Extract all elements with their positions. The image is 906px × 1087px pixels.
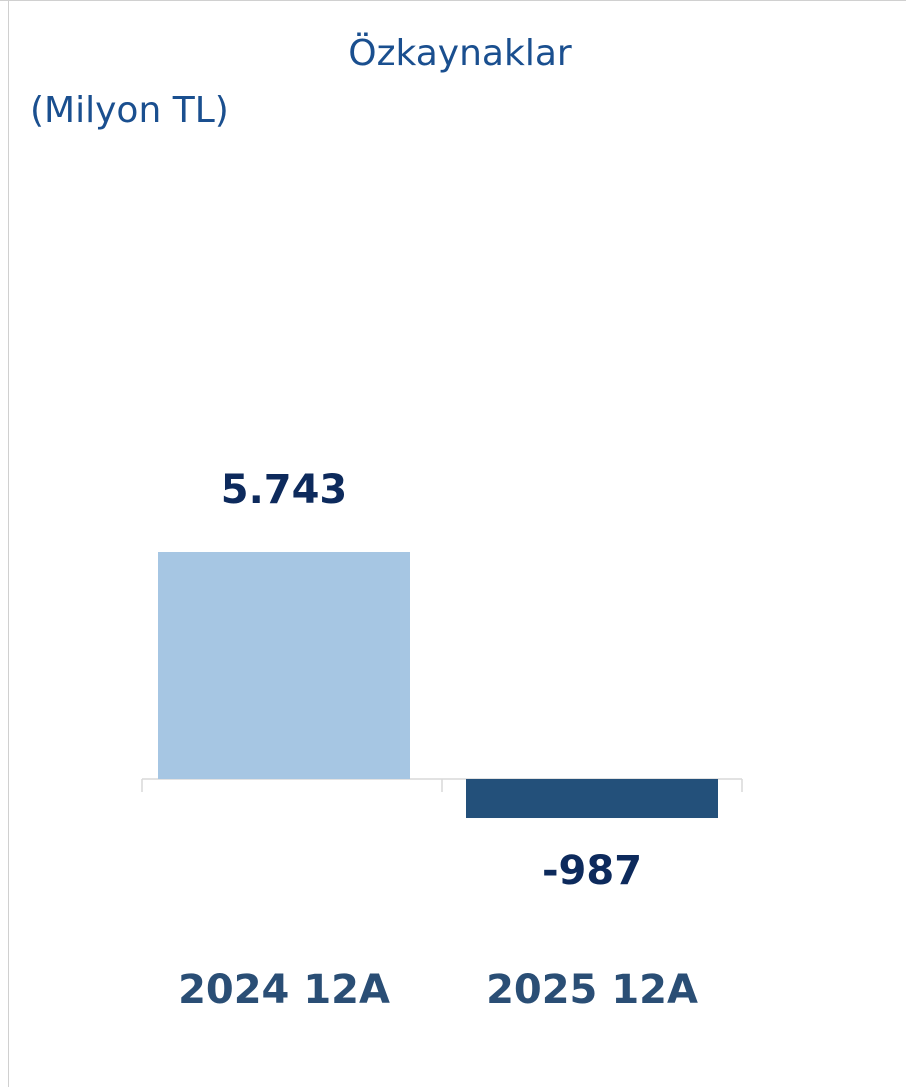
value-label: 5.743 bbox=[221, 467, 348, 513]
bar bbox=[158, 552, 410, 779]
chart-subtitle: (Milyon TL) bbox=[30, 90, 229, 131]
chart-title: Özkaynaklar bbox=[348, 32, 572, 74]
bar bbox=[466, 779, 718, 819]
x-tick-label: 2024 12A bbox=[178, 967, 390, 1013]
value-label: -987 bbox=[542, 848, 642, 894]
x-tick-label: 2025 12A bbox=[486, 967, 698, 1013]
